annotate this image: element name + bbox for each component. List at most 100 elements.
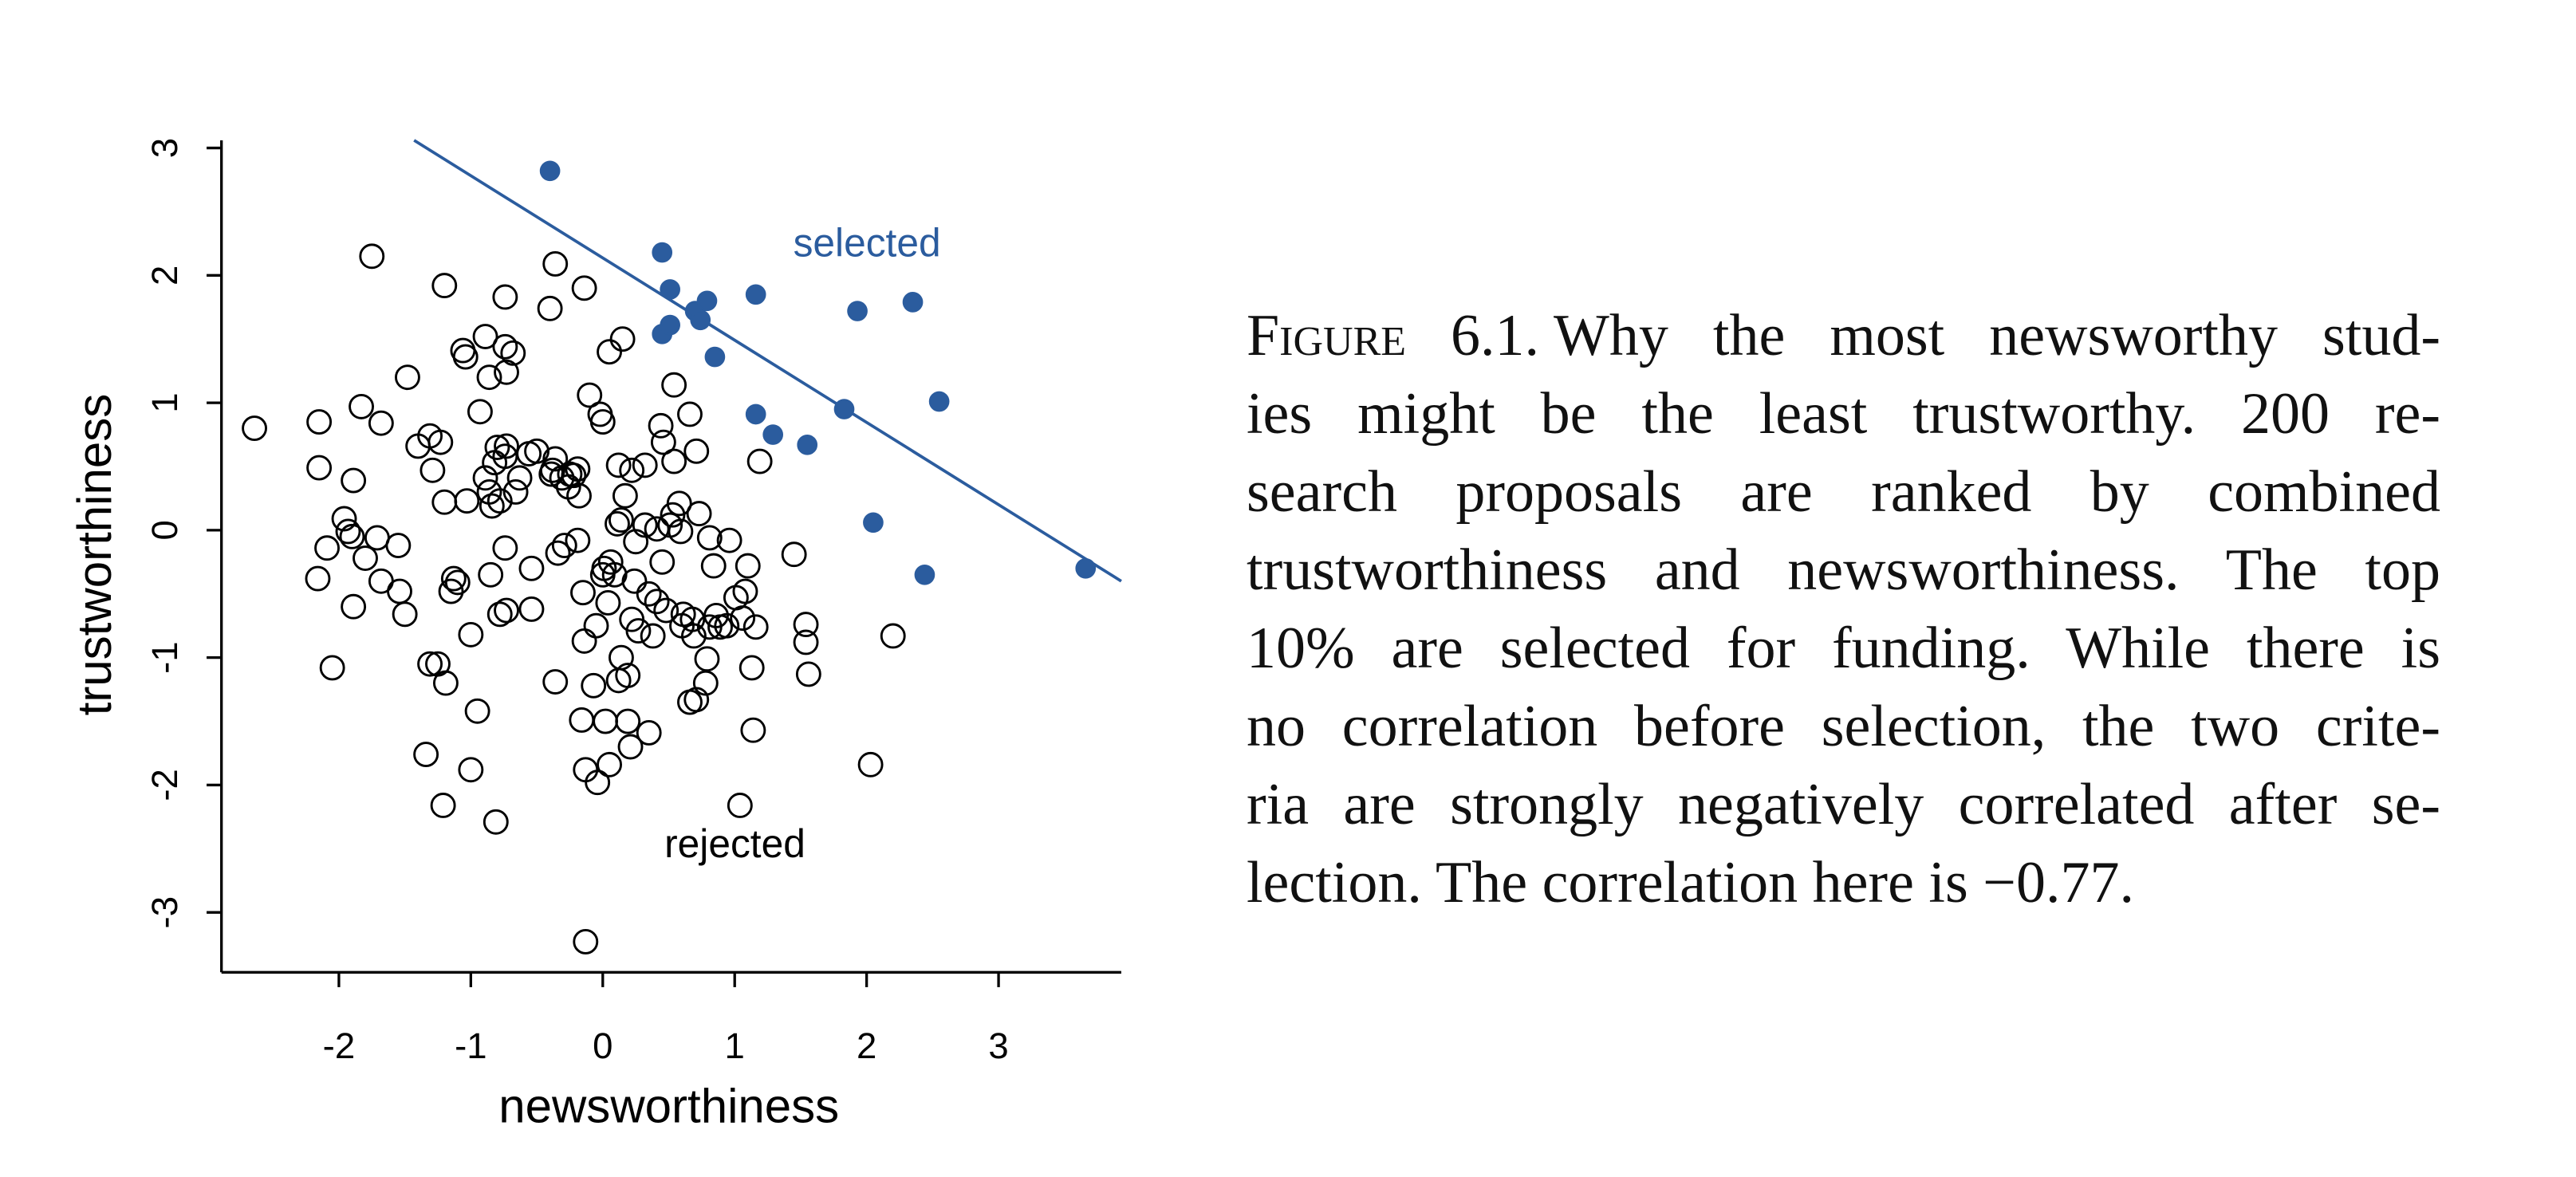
rejected-point	[478, 561, 504, 588]
rejected-point	[472, 324, 498, 349]
rejected-point	[609, 326, 636, 352]
rejected-point	[683, 438, 710, 464]
x-tick-label: -1	[455, 1025, 487, 1066]
rejected-point	[612, 482, 638, 509]
caption-text: search proposals are ranked by combined	[1247, 459, 2440, 525]
rejected-point	[458, 621, 484, 648]
rejected-point	[589, 409, 616, 435]
rejected-point	[431, 489, 458, 515]
rejected-point	[524, 438, 550, 464]
rejected-point	[537, 295, 563, 321]
rejected-point	[666, 490, 692, 517]
selected-point	[928, 391, 950, 412]
caption-text: no correlation before selection, the two…	[1247, 694, 2440, 759]
rejected-point	[506, 465, 533, 491]
rejected-point	[305, 565, 331, 592]
rejected-point	[732, 578, 758, 604]
rejected-point	[349, 393, 374, 419]
rejected-point	[636, 719, 662, 746]
rejected-point	[306, 409, 333, 435]
rejected-point	[438, 578, 464, 604]
rejected-point	[617, 734, 644, 760]
rejected-point	[746, 448, 773, 474]
rejected-point	[694, 646, 720, 672]
rejected-point	[597, 549, 624, 575]
rejected-point	[419, 457, 446, 483]
rejected-point	[319, 655, 345, 681]
selected-point	[652, 242, 673, 263]
rejected-point	[492, 333, 518, 360]
rejected-point	[467, 399, 493, 425]
rejected-point	[677, 401, 703, 427]
selected-point	[745, 403, 766, 425]
figure-label: Figure 6.1.	[1247, 303, 1540, 368]
rejected-point	[727, 793, 753, 818]
rejected-point	[625, 618, 652, 644]
rejected-point	[432, 670, 459, 696]
rejected-point	[565, 527, 591, 553]
rejected-point	[632, 512, 658, 538]
rejected-point	[716, 527, 742, 553]
rejected-point	[484, 435, 510, 460]
selected-point	[745, 284, 766, 305]
y-tick-label: -2	[144, 769, 185, 801]
rejected-point	[619, 457, 645, 483]
rejected-point	[781, 541, 807, 568]
rejected-point	[644, 588, 670, 615]
rejected-point	[494, 433, 519, 459]
rejected-point	[417, 651, 443, 677]
rejected-point	[640, 623, 666, 649]
rejected-point	[464, 698, 490, 724]
rejected-point	[494, 597, 519, 624]
rejected-point	[573, 757, 599, 783]
x-tick-label: 2	[857, 1025, 876, 1066]
rejected-point	[551, 533, 577, 558]
rejected-point	[364, 525, 390, 551]
rejected-point	[479, 493, 505, 519]
selected-point	[690, 309, 711, 331]
rejected-point	[431, 273, 458, 299]
rejected-point	[593, 708, 619, 734]
rejected-point	[700, 553, 727, 579]
x-axis-label: newsworthiness	[498, 1080, 839, 1133]
rejected-point	[492, 284, 518, 310]
rejected-point	[353, 545, 378, 571]
rejected-point	[571, 275, 597, 301]
caption-line: ies might be the least trustworthy. 200 …	[1247, 375, 2440, 453]
rejected-point	[454, 488, 480, 514]
rejected-point	[570, 580, 596, 606]
caption-line: lection. The correlation here is −0.77.	[1247, 844, 2440, 922]
y-tick-label: 3	[144, 138, 185, 158]
rejected-point	[686, 501, 712, 527]
rejected-point	[476, 364, 502, 391]
rejected-point	[427, 429, 454, 455]
rejected-point	[500, 340, 526, 366]
rejected-point	[395, 364, 420, 391]
selected-point	[762, 424, 784, 445]
rejected-point	[452, 344, 479, 370]
selected-point	[914, 564, 935, 585]
rejected-point	[679, 606, 706, 632]
rejected-point	[306, 455, 333, 481]
rejected-point	[339, 523, 365, 549]
selected-point	[797, 434, 818, 455]
rejected-point	[573, 929, 599, 955]
rejected-point	[696, 525, 723, 551]
caption-line: Figure 6.1. Why the most newsworthy stud-	[1247, 297, 2440, 375]
rejected-point	[387, 578, 412, 604]
x-tick-label: 1	[725, 1025, 745, 1066]
rejected-point	[597, 751, 622, 777]
x-tick-label: 3	[988, 1025, 1008, 1066]
rejected-point	[502, 479, 529, 505]
rejected-point	[577, 382, 603, 408]
rejected-point	[605, 452, 632, 478]
rejected-point	[341, 593, 367, 620]
threshold-line	[413, 139, 1122, 583]
rejected-point	[331, 506, 357, 532]
rejected-point	[492, 535, 518, 561]
rejected-point	[692, 670, 719, 696]
rejected-point	[542, 446, 569, 472]
rejected-point	[636, 581, 662, 607]
rejected-point	[472, 465, 498, 491]
